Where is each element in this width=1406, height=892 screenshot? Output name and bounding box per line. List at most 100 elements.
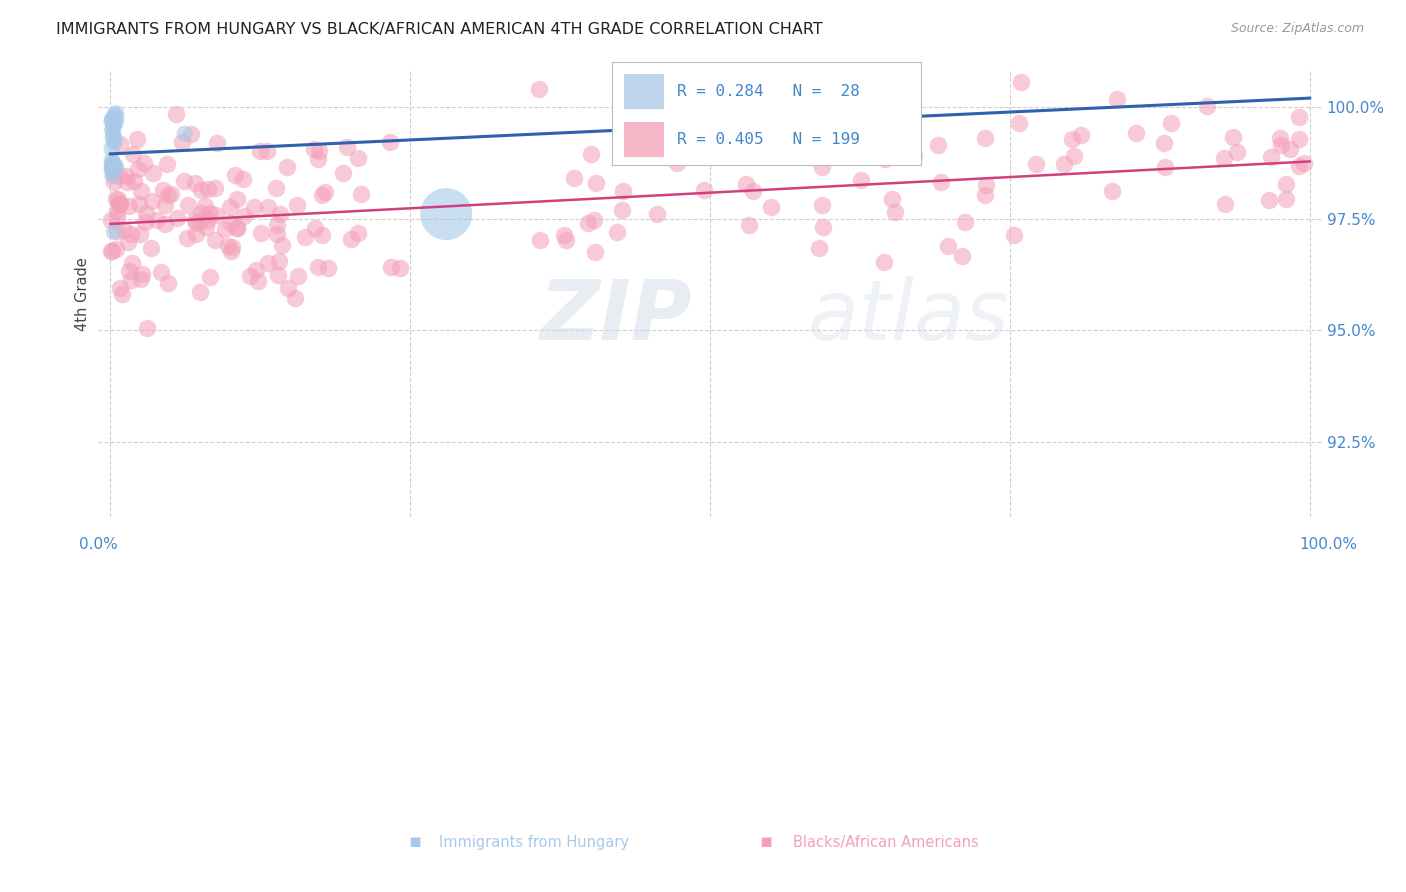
Point (115, 175, 138, 189)
Point (101, 169, 124, 183)
Point (221, 240, 243, 254)
Point (903, 148, 925, 162)
Point (224, 168, 246, 182)
Point (1213, 151, 1236, 165)
Point (225, 220, 247, 235)
Point (308, 144, 330, 158)
Point (1270, 138, 1292, 153)
Point (100, 114, 122, 128)
Point (1288, 110, 1310, 124)
Point (1278, 142, 1301, 156)
Point (1222, 130, 1244, 145)
Point (172, 135, 194, 149)
Point (108, 197, 131, 211)
Point (849, 173, 872, 187)
Point (118, 263, 141, 277)
Point (194, 219, 217, 234)
Text: 100.0%: 100.0% (1299, 537, 1358, 551)
Point (184, 227, 207, 242)
Point (1002, 227, 1025, 242)
Point (645, 207, 668, 221)
Point (103, 108, 125, 122)
Point (553, 227, 575, 242)
Y-axis label: 4th Grade: 4th Grade (75, 258, 90, 331)
Point (276, 161, 298, 175)
Point (197, 182, 219, 196)
Point (194, 199, 217, 213)
Point (190, 213, 212, 227)
Point (612, 184, 634, 198)
Text: Source: ZipAtlas.com: Source: ZipAtlas.com (1230, 22, 1364, 36)
Point (1062, 132, 1084, 146)
Point (665, 156, 688, 170)
Point (101, 130, 124, 145)
Point (204, 233, 226, 247)
Point (974, 178, 997, 193)
Point (264, 181, 287, 195)
Point (311, 188, 333, 202)
Point (217, 239, 239, 253)
Point (176, 198, 198, 212)
Point (1197, 99, 1219, 113)
Point (156, 157, 179, 171)
Point (214, 222, 236, 236)
Point (104, 243, 127, 257)
Point (270, 238, 292, 252)
Point (562, 171, 585, 186)
Point (100, 244, 122, 259)
Text: atlas: atlas (808, 277, 1010, 357)
Point (121, 256, 143, 270)
Point (128, 227, 150, 241)
Point (1268, 131, 1291, 145)
Point (197, 213, 219, 227)
Point (107, 192, 129, 206)
Point (527, 81, 550, 95)
Point (100, 158, 122, 172)
Point (1288, 159, 1310, 173)
Point (347, 226, 370, 240)
Point (104, 133, 127, 147)
Point (380, 260, 402, 275)
Point (1257, 193, 1279, 207)
Point (101, 156, 124, 170)
Point (1213, 197, 1236, 211)
Point (184, 213, 207, 227)
Point (243, 200, 266, 214)
Text: R = 0.284   N =  28: R = 0.284 N = 28 (676, 84, 859, 99)
Text: ▪: ▪ (759, 832, 773, 851)
Point (606, 225, 628, 239)
Point (285, 198, 308, 212)
Point (927, 137, 949, 152)
Point (1288, 132, 1310, 146)
Point (105, 204, 128, 219)
Point (738, 218, 761, 232)
Point (232, 171, 254, 186)
Point (105, 106, 128, 120)
Point (582, 213, 605, 227)
Text: IMMIGRANTS FROM HUNGARY VS BLACK/AFRICAN AMERICAN 4TH GRADE CORRELATION CHART: IMMIGRANTS FROM HUNGARY VS BLACK/AFRICAN… (56, 22, 823, 37)
Point (380, 135, 402, 149)
Point (256, 256, 278, 270)
Point (103, 225, 125, 239)
Point (108, 196, 131, 211)
Point (107, 169, 129, 184)
Point (256, 144, 278, 158)
Point (105, 160, 128, 174)
Point (117, 235, 139, 250)
Point (226, 220, 249, 235)
Point (105, 224, 128, 238)
Point (350, 186, 373, 201)
Point (931, 175, 953, 189)
Point (105, 111, 128, 125)
Point (955, 215, 977, 229)
Point (103, 118, 125, 132)
Point (610, 202, 633, 217)
Point (233, 210, 256, 224)
Point (936, 239, 959, 253)
Point (1008, 116, 1031, 130)
Point (188, 285, 211, 299)
Point (1294, 156, 1316, 170)
Point (131, 267, 153, 281)
Point (239, 269, 262, 284)
Point (127, 161, 149, 176)
